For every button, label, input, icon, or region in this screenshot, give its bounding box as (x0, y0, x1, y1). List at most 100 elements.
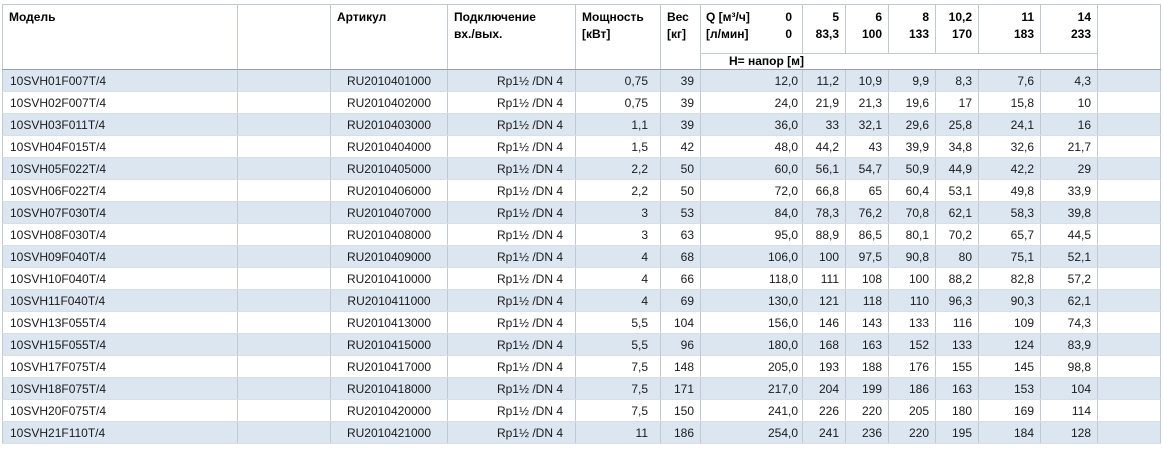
weight-cell: 150 (660, 399, 701, 422)
head-value-cell: 84,0 (700, 201, 803, 224)
head-value-cell: 21,3 (845, 91, 889, 114)
head-value-cell: 153 (978, 377, 1041, 400)
head-value-cell: 48,0 (700, 135, 803, 158)
power-cell: 1,1 (575, 113, 661, 136)
model-cell: 10SVH01F007T/4 (2, 69, 238, 92)
model-cell: 10SVH21F110T/4 (2, 421, 238, 444)
head-value-cell: 88,9 (802, 223, 846, 246)
head-value-cell: 44,9 (935, 157, 979, 180)
model-cell: 10SVH10F040T/4 (2, 267, 238, 290)
head-value-cell: 199 (845, 377, 889, 400)
model-cell: 10SVH13F055T/4 (2, 311, 238, 334)
head-value-cell: 52,1 (1040, 245, 1098, 268)
model-cell: 10SVH17F075T/4 (2, 355, 238, 378)
head-value-cell: 95,0 (700, 223, 803, 246)
spacer-cell (237, 245, 331, 268)
weight-cell: 39 (660, 91, 701, 114)
model-cell: 10SVH20F075T/4 (2, 399, 238, 422)
spacer-cell (237, 355, 331, 378)
pump-row: 10SVH20F075T/4 RU2010420000 Rp1½ /DN 4 7,5 1… (2, 399, 1161, 422)
head-value-cell: 124 (978, 333, 1041, 356)
connection-cell: Rp1½ /DN 4 (447, 311, 576, 334)
head-value-cell: 121 (802, 289, 846, 312)
spacer-cell (1097, 245, 1161, 268)
head-value-cell: 62,1 (1040, 289, 1098, 312)
head-value-cell: 32,1 (845, 113, 889, 136)
spacer-cell (237, 157, 331, 180)
model-cell: 10SVH04F015T/4 (2, 135, 238, 158)
head-value-cell: 176 (888, 355, 936, 378)
power-cell: 0,75 (575, 69, 661, 92)
pump-row: 10SVH08F030T/4 RU2010408000 Rp1½ /DN 4 3 63 9… (2, 223, 1161, 246)
head-value-cell: 205,0 (700, 355, 803, 378)
article-cell: RU2010409000 (330, 245, 448, 268)
weight-cell: 186 (660, 421, 701, 444)
head-value-cell: 90,3 (978, 289, 1041, 312)
head-value-cell: 44,5 (1040, 223, 1098, 246)
head-value-cell: 156,0 (700, 311, 803, 334)
head-value-cell: 17 (935, 91, 979, 114)
column-header-flow-6: 6 100 (845, 4, 889, 54)
spacer-cell (1097, 201, 1161, 224)
head-value-cell: 100 (888, 267, 936, 290)
model-cell: 10SVH09F040T/4 (2, 245, 238, 268)
article-cell: RU2010421000 (330, 421, 448, 444)
pump-row: 10SVH10F040T/4 RU2010410000 Rp1½ /DN 4 4 66 1… (2, 267, 1161, 290)
head-value-cell: 133 (935, 333, 979, 356)
pump-row: 10SVH17F075T/4 RU2010417000 Rp1½ /DN 4 7,5 1… (2, 355, 1161, 378)
head-value-cell: 204 (802, 377, 846, 400)
head-value-cell: 53,1 (935, 179, 979, 202)
connection-cell: Rp1½ /DN 4 (447, 91, 576, 114)
connection-cell: Rp1½ /DN 4 (447, 223, 576, 246)
spacer-cell (237, 311, 331, 334)
head-value-cell: 254,0 (700, 421, 803, 444)
head-value-cell: 15,8 (978, 91, 1041, 114)
article-cell: RU2010402000 (330, 91, 448, 114)
head-value-cell: 163 (845, 333, 889, 356)
head-value-cell: 32,6 (978, 135, 1041, 158)
head-value-cell: 72,0 (700, 179, 803, 202)
model-cell: 10SVH15F055T/4 (2, 333, 238, 356)
spacer-cell (1097, 91, 1161, 114)
head-value-cell: 80,1 (888, 223, 936, 246)
head-value-cell: 54,7 (845, 157, 889, 180)
head-value-cell: 236 (845, 421, 889, 444)
head-value-cell: 241 (802, 421, 846, 444)
head-value-cell: 70,2 (935, 223, 979, 246)
table-header-row-1: Модель Артикул Подключение вх./вых. Мощн… (2, 4, 1161, 70)
power-cell: 7,5 (575, 399, 661, 422)
spacer-cell (237, 289, 331, 312)
column-header-flow-q: Q [м³/ч] 0 [л/мин] 0 (700, 4, 803, 54)
head-value-cell: 152 (888, 333, 936, 356)
weight-cell: 53 (660, 201, 701, 224)
head-value-cell: 66,8 (802, 179, 846, 202)
head-value-cell: 49,8 (978, 179, 1041, 202)
pump-row: 10SVH01F007T/4 RU2010401000 Rp1½ /DN 4 0,75… (2, 69, 1161, 92)
head-value-cell: 36,0 (700, 113, 803, 136)
column-header-flow-10-2: 10,2 170 (935, 4, 979, 54)
head-value-cell: 86,5 (845, 223, 889, 246)
head-value-cell: 155 (935, 355, 979, 378)
spacer-cell (1097, 135, 1161, 158)
head-value-cell: 50,9 (888, 157, 936, 180)
head-value-cell: 184 (978, 421, 1041, 444)
article-cell: RU2010408000 (330, 223, 448, 246)
pump-row: 10SVH07F030T/4 RU2010407000 Rp1½ /DN 4 3 53 8… (2, 201, 1161, 224)
head-value-cell: 97,5 (845, 245, 889, 268)
spacer-cell (237, 69, 331, 92)
head-value-cell: 21,9 (802, 91, 846, 114)
head-value-cell: 44,2 (802, 135, 846, 158)
head-value-cell: 34,8 (935, 135, 979, 158)
spacer-cell (237, 333, 331, 356)
head-value-cell: 29,6 (888, 113, 936, 136)
connection-cell: Rp1½ /DN 4 (447, 289, 576, 312)
head-value-cell: 75,1 (978, 245, 1041, 268)
article-cell: RU2010415000 (330, 333, 448, 356)
head-value-cell: 145 (978, 355, 1041, 378)
column-header-weight: Вес [кг] (660, 4, 701, 70)
head-value-cell: 205 (888, 399, 936, 422)
spacer-cell (237, 113, 331, 136)
article-cell: RU2010418000 (330, 377, 448, 400)
head-value-cell: 130,0 (700, 289, 803, 312)
power-cell: 2,2 (575, 179, 661, 202)
